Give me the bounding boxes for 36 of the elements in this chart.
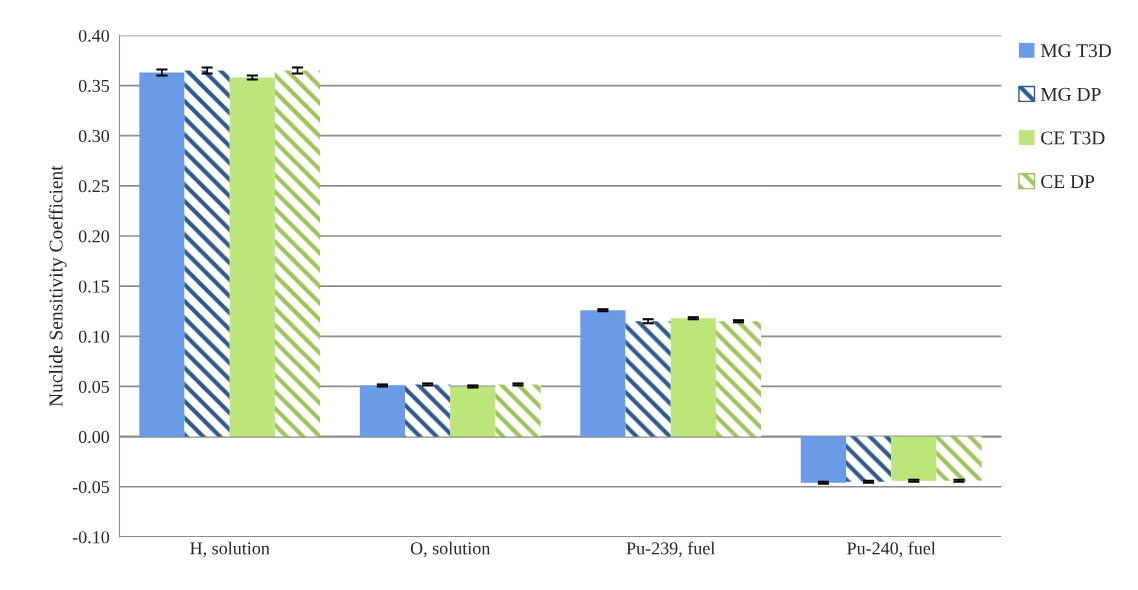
bar (891, 436, 937, 481)
bar (495, 384, 541, 437)
bar (274, 70, 321, 437)
y-tick-label: 0.00 (78, 430, 110, 444)
y-tick-label: 0.20 (78, 230, 110, 243)
bar (670, 318, 716, 437)
bar (936, 436, 982, 481)
y-axis-title: Nuclide Sensitivity Coefficient (48, 165, 67, 407)
x-tick-label: Pu-240, fuel (847, 541, 936, 558)
y-tick-label: -0.05 (72, 481, 110, 494)
bar (229, 77, 275, 437)
bar (405, 384, 451, 437)
legend-label: CE DP (1041, 175, 1095, 189)
bar (184, 70, 230, 437)
x-tick-label: H, solution (190, 541, 270, 558)
bar (625, 321, 671, 437)
x-tick-label: O, solution (410, 541, 491, 558)
y-tick-label: 0.10 (78, 330, 110, 343)
bar (800, 436, 846, 483)
bar (715, 321, 762, 437)
legend-label: CE T3D (1041, 131, 1105, 145)
y-tick-label: 0.40 (78, 29, 110, 42)
y-tick-label: 0.05 (78, 380, 110, 393)
bar (580, 310, 626, 437)
bar (359, 385, 406, 437)
bar (139, 72, 185, 437)
y-tick-label: -0.10 (72, 531, 110, 544)
y-tick-label: 0.35 (78, 79, 110, 93)
y-tick-label: 0.25 (78, 180, 110, 193)
legend-label: MG DP (1040, 87, 1101, 101)
legend-label: MG T3D (1040, 44, 1112, 58)
x-tick-label: Pu-239, fuel (626, 541, 715, 558)
y-tick-label: 0.15 (78, 280, 110, 293)
bar (450, 386, 496, 437)
y-tick-label: 0.30 (78, 129, 110, 143)
bar (846, 436, 892, 482)
